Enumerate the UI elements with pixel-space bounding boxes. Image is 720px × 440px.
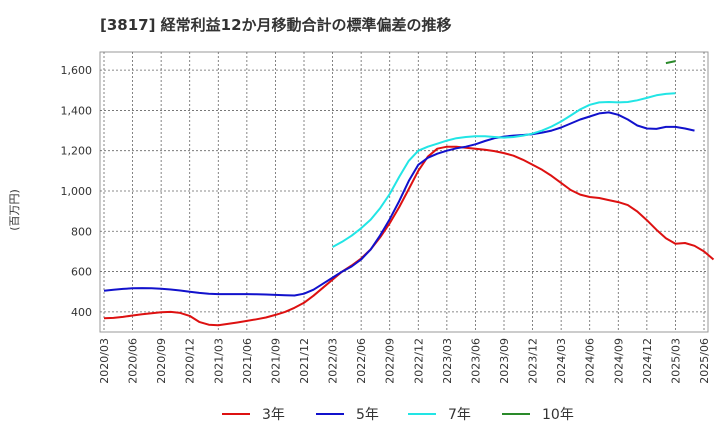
legend-label: 3年 — [262, 407, 285, 423]
x-tick-label: 2020/03 — [98, 338, 111, 384]
chart-title: [3817] 経常利益12か月移動合計の標準偏差の推移 — [100, 16, 452, 34]
x-tick-label: 2020/06 — [127, 338, 140, 384]
x-tick-label: 2024/06 — [584, 338, 597, 384]
x-tick-label: 2025/06 — [698, 338, 711, 384]
x-tick-label: 2020/09 — [155, 338, 168, 384]
series-line-5年 — [103, 111, 695, 297]
x-tick-label: 2022/03 — [327, 338, 340, 384]
x-tick-label: 2023/03 — [441, 338, 454, 384]
x-tick-label: 2022/06 — [355, 338, 368, 384]
legend-label: 5年 — [356, 407, 379, 423]
y-tick-label: 1,200 — [61, 145, 93, 158]
x-tick-label: 2022/09 — [384, 338, 397, 384]
series-layer — [103, 60, 715, 327]
legend-label: 10年 — [542, 407, 574, 423]
y-tick-label: 1,000 — [61, 185, 93, 198]
series-line-7年 — [332, 92, 676, 248]
legend-label: 7年 — [448, 407, 471, 423]
y-tick-label: 1,600 — [61, 64, 93, 77]
y-tick-label: 1,400 — [61, 104, 93, 117]
x-tick-label: 2024/12 — [641, 338, 654, 384]
x-tick-label: 2022/12 — [412, 338, 425, 384]
series-line-3年 — [103, 145, 715, 327]
legend: 3年 5年 7年 10年 — [222, 407, 574, 423]
y-tick-label: 600 — [71, 266, 92, 279]
x-tick-label: 2021/12 — [298, 338, 311, 384]
x-axis-ticks: 2020/03 2020/06 2020/09 2020/12 2021/03 2021/… — [98, 338, 711, 384]
x-tick-label: 2023/06 — [469, 338, 482, 384]
x-tick-label: 2024/09 — [612, 338, 625, 384]
x-tick-label: 2021/09 — [269, 338, 282, 384]
x-tick-label: 2024/03 — [555, 338, 568, 384]
x-tick-label: 2020/12 — [184, 338, 197, 384]
y-tick-label: 400 — [71, 306, 92, 319]
x-tick-label: 2025/03 — [669, 338, 682, 384]
x-tick-label: 2021/06 — [241, 338, 254, 384]
y-tick-label: 800 — [71, 225, 92, 238]
x-tick-label: 2023/09 — [498, 338, 511, 384]
x-tick-label: 2023/12 — [527, 338, 540, 384]
y-axis-ticks: 400 600 800 1,000 1,200 1,400 1,600 — [61, 64, 93, 319]
y-axis-label: (百万円) — [8, 189, 21, 231]
x-tick-label: 2021/03 — [212, 338, 225, 384]
series-line-10年 — [665, 60, 676, 65]
